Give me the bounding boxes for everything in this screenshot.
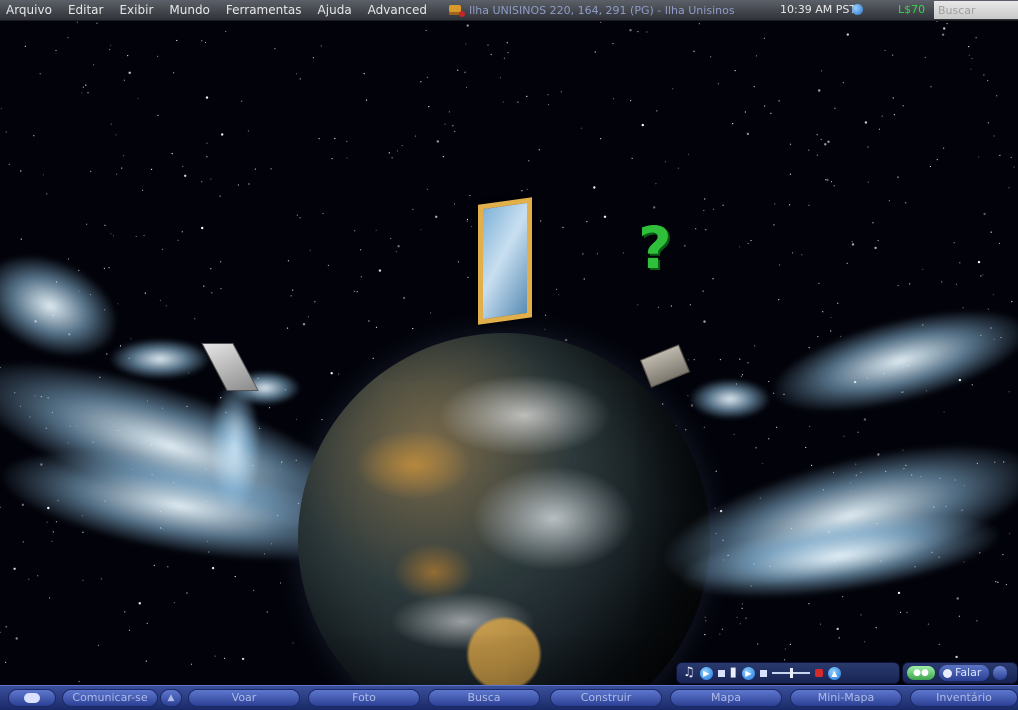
cloud-streak: [690, 379, 770, 419]
menu-ferramentas[interactable]: Ferramentas: [225, 3, 302, 17]
media-controls: ♫ ▶ ▮ ▶ ▲: [676, 662, 900, 684]
communicate-expand-button[interactable]: ▲: [160, 689, 182, 707]
menu-ajuda[interactable]: Ajuda: [317, 3, 352, 17]
talk-button[interactable]: Falar: [939, 665, 990, 681]
mute-icon[interactable]: [814, 669, 823, 677]
earth-globe: [298, 333, 710, 685]
menu-editar[interactable]: Editar: [67, 3, 104, 17]
fly-button[interactable]: Voar: [188, 689, 300, 707]
menu-arquivo[interactable]: Arquivo: [6, 3, 52, 17]
balance[interactable]: L$70: [898, 3, 926, 16]
microphone-icon: [943, 668, 952, 678]
menu-exibir[interactable]: Exibir: [119, 3, 154, 17]
music-play-button[interactable]: ▶: [699, 666, 713, 680]
menu-bar: Arquivo Editar Exibir Mundo Ferramentas …: [0, 0, 1018, 21]
volume-slider[interactable]: [771, 668, 810, 678]
world-viewport[interactable]: ?: [0, 21, 1018, 685]
chat-bubble-icon[interactable]: ●●: [907, 666, 935, 680]
location-text[interactable]: Ilha UNISINOS 220, 164, 291 (PG) - Ilha …: [468, 3, 735, 17]
music-note-icon: ♫: [683, 665, 695, 680]
communicate-button[interactable]: Comunicar-se: [62, 689, 158, 707]
chat-toggle-button[interactable]: [8, 689, 56, 707]
build-button[interactable]: Construir: [550, 689, 662, 707]
parcel-icon[interactable]: [448, 5, 465, 17]
map-button[interactable]: Mapa: [670, 689, 782, 707]
inventory-button[interactable]: Inventário: [910, 689, 1018, 707]
menu-advanced[interactable]: Advanced: [367, 3, 427, 17]
search-input[interactable]: [934, 1, 1018, 19]
media-icon: ▮: [729, 665, 737, 680]
help-question-marker[interactable]: ?: [638, 214, 672, 282]
media-expand-button[interactable]: ▲: [827, 666, 841, 680]
search-button[interactable]: Busca: [428, 689, 540, 707]
globe-icon[interactable]: [852, 4, 863, 15]
portal-door-object[interactable]: [478, 197, 532, 325]
menu-mundo[interactable]: Mundo: [169, 3, 210, 17]
media-stop-button[interactable]: [759, 669, 767, 677]
music-stop-button[interactable]: [717, 669, 725, 677]
chat-icon: [24, 693, 40, 703]
clock: 10:39 AM PST: [780, 3, 857, 16]
voice-expand-button[interactable]: [993, 666, 1008, 680]
bottom-toolbar: Comunicar-se ▲ Voar Foto Busca Construir…: [0, 685, 1018, 710]
cloud-streak: [110, 339, 210, 379]
talk-label: Falar: [955, 666, 982, 679]
minimap-button[interactable]: Mini-Mapa: [790, 689, 902, 707]
voice-controls: ●● Falar: [902, 662, 1018, 684]
media-play-button[interactable]: ▶: [741, 666, 755, 680]
snapshot-button[interactable]: Foto: [308, 689, 420, 707]
